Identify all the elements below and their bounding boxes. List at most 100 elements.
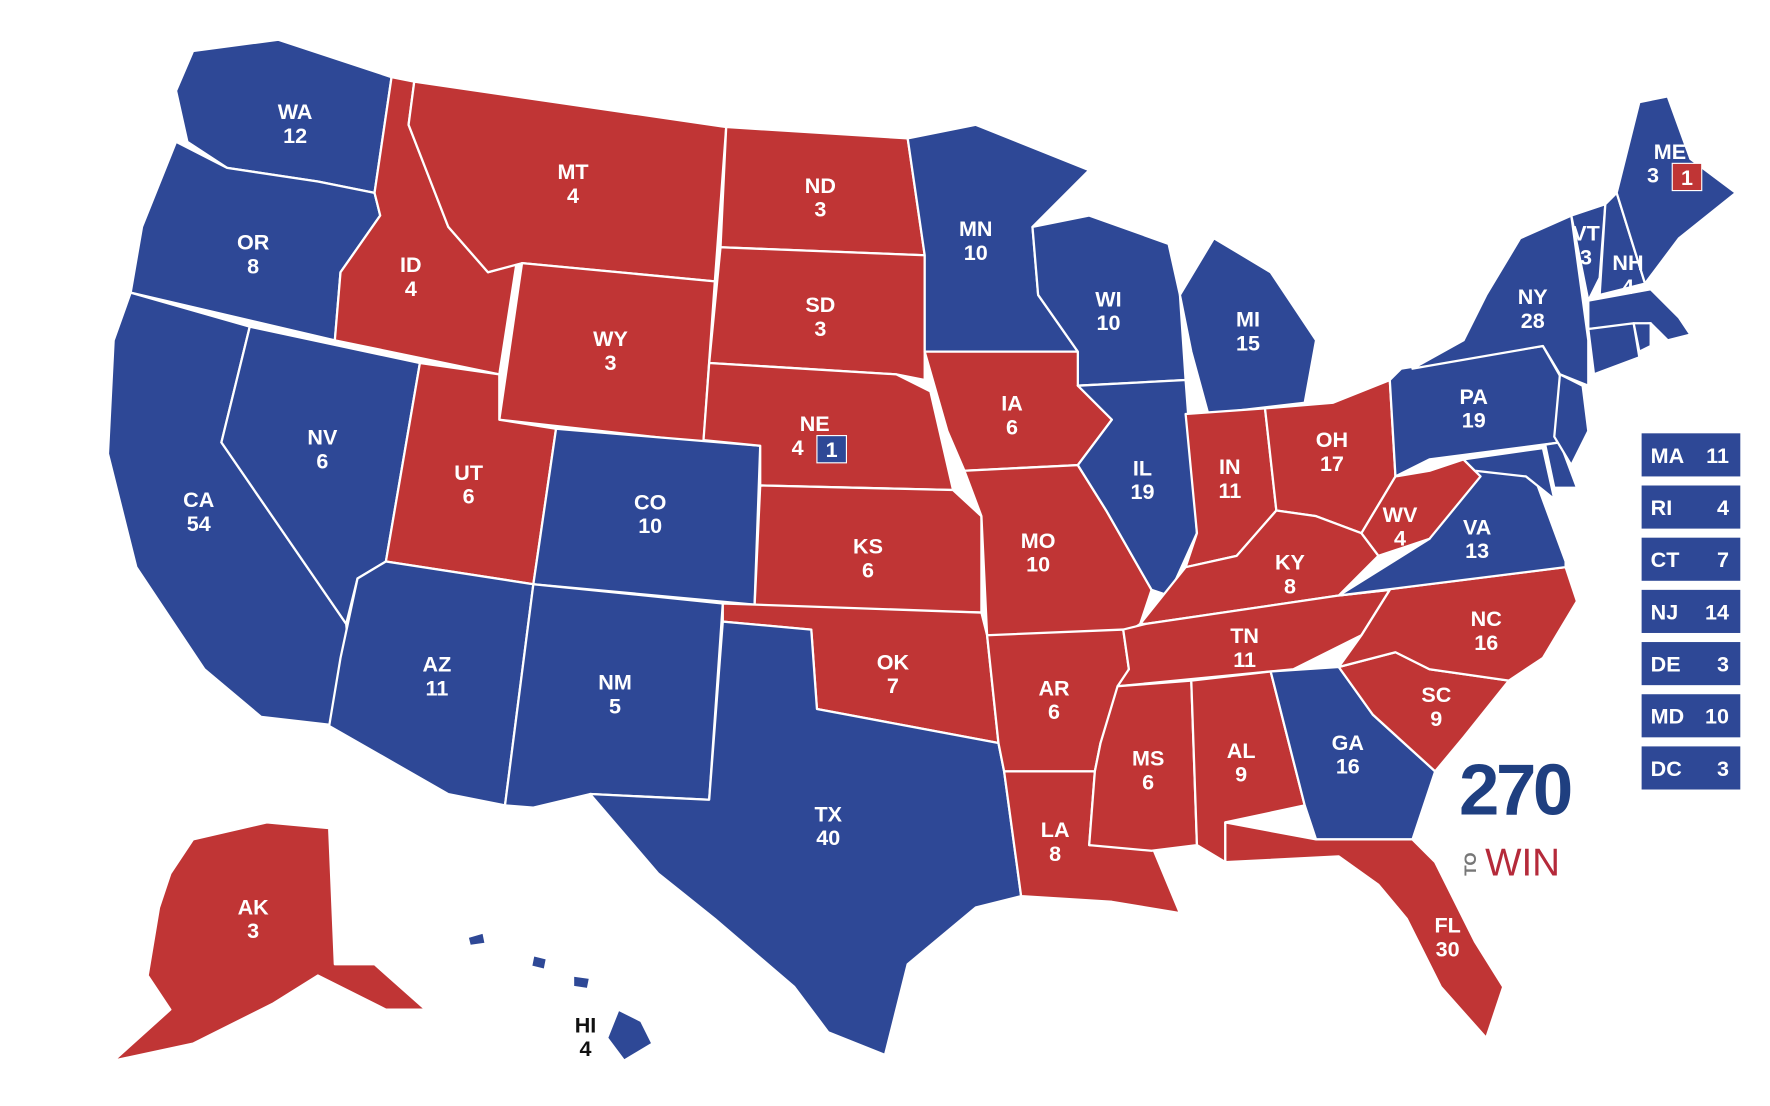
state-ks[interactable]: [753, 484, 983, 614]
state-votes-il: 19: [1131, 479, 1155, 504]
logo-270towin: 270 TO WIN: [1459, 749, 1574, 884]
state-votes-mn: 10: [964, 240, 988, 265]
state-label-la: LA: [1041, 817, 1070, 842]
state-label-pa: PA: [1460, 384, 1488, 409]
state-votes-nc: 16: [1474, 630, 1498, 655]
state-label-sd: SD: [805, 292, 835, 317]
box-state-label: RI: [1651, 495, 1673, 520]
states-layer: [106, 38, 1737, 1062]
state-ny[interactable]: [1411, 214, 1590, 387]
box-state-label: DC: [1651, 756, 1682, 781]
small-state-box-ri[interactable]: RI 4: [1641, 485, 1741, 529]
box-background: [1641, 485, 1741, 529]
state-votes-wy: 3: [604, 350, 616, 375]
state-votes-hi: 4: [580, 1036, 592, 1061]
state-nj[interactable]: [1553, 373, 1590, 467]
state-hi-part[interactable]: [529, 953, 549, 972]
state-label-nm: NM: [598, 670, 632, 695]
state-votes-fl: 30: [1436, 936, 1460, 961]
state-label-ms: MS: [1132, 746, 1164, 771]
state-ak[interactable]: [112, 821, 427, 1062]
state-sd[interactable]: [708, 246, 926, 382]
state-label-ok: OK: [877, 649, 910, 674]
state-label-ia: IA: [1001, 391, 1023, 416]
state-ct[interactable]: [1587, 322, 1641, 376]
small-state-box-dc[interactable]: DC 3: [1641, 746, 1741, 790]
small-state-box-md[interactable]: MD 10: [1641, 694, 1741, 738]
state-votes-wa: 12: [283, 123, 307, 148]
state-hi-part[interactable]: [571, 974, 592, 991]
state-label-me: ME: [1654, 139, 1686, 164]
state-label-ky: KY: [1275, 549, 1306, 574]
state-votes-al: 9: [1235, 762, 1247, 787]
state-votes-ia: 6: [1006, 414, 1018, 439]
small-state-box-ct[interactable]: CT 7: [1641, 537, 1741, 581]
state-ri[interactable]: [1632, 322, 1652, 353]
logo-number: 270: [1459, 749, 1571, 830]
state-md[interactable]: [1462, 446, 1556, 501]
state-fl[interactable]: [1224, 821, 1505, 1040]
state-label-mo: MO: [1021, 528, 1056, 553]
state-label-mt: MT: [557, 159, 588, 184]
state-tx[interactable]: [588, 620, 1023, 1057]
state-label-or: OR: [237, 230, 270, 255]
state-votes-la: 8: [1049, 841, 1061, 866]
state-votes-nm: 5: [609, 694, 621, 719]
small-state-box-nj[interactable]: NJ 14: [1641, 589, 1741, 633]
state-votes-ne: 4: [792, 435, 804, 460]
state-votes-tn: 11: [1233, 647, 1256, 672]
small-state-box-ma[interactable]: MA 11: [1641, 433, 1741, 477]
logo-to: TO: [1461, 852, 1480, 875]
state-votes-mi: 15: [1236, 331, 1260, 356]
box-background: [1641, 746, 1741, 790]
state-mi[interactable]: [1178, 237, 1318, 416]
state-votes-or: 8: [247, 253, 259, 278]
state-votes-mt: 4: [567, 183, 579, 208]
state-hi[interactable]: [605, 1008, 654, 1062]
state-label-va: VA: [1463, 514, 1491, 539]
state-label-co: CO: [634, 489, 666, 514]
state-label-wi: WI: [1095, 286, 1121, 311]
state-label-az: AZ: [423, 652, 452, 677]
state-votes-ks: 6: [862, 557, 874, 582]
state-votes-sc: 9: [1430, 706, 1442, 731]
state-votes-ms: 6: [1142, 770, 1154, 795]
state-votes-vt: 3: [1580, 244, 1592, 269]
state-az[interactable]: [328, 560, 535, 807]
small-state-box-de[interactable]: DE 3: [1641, 642, 1741, 686]
box-state-label: NJ: [1651, 599, 1679, 624]
state-label-mi: MI: [1236, 307, 1260, 332]
state-nc[interactable]: [1337, 566, 1579, 682]
state-votes-co: 10: [638, 513, 662, 538]
state-votes-nd: 3: [814, 197, 826, 222]
state-label-ny: NY: [1518, 284, 1549, 309]
district-split-box-ne[interactable]: [816, 435, 847, 464]
state-votes-mo: 10: [1026, 552, 1050, 577]
state-label-mn: MN: [959, 216, 993, 241]
state-votes-ca: 54: [187, 511, 211, 536]
box-state-votes: 11: [1706, 443, 1729, 468]
box-state-votes: 7: [1717, 547, 1729, 572]
state-votes-az: 11: [426, 675, 449, 700]
small-state-boxes: MA 11 RI 4 CT 7 NJ 14 DE 3 MD 10 DC 3: [1641, 433, 1741, 790]
state-votes-ky: 8: [1284, 573, 1296, 598]
box-background: [1641, 589, 1741, 633]
state-label-ne: NE: [800, 411, 830, 436]
box-state-label: MD: [1651, 704, 1685, 729]
box-state-votes: 10: [1705, 704, 1729, 729]
state-votes-nh: 4: [1622, 274, 1634, 299]
state-label-wa: WA: [278, 99, 313, 124]
state-votes-ga: 16: [1336, 754, 1360, 779]
district-split-box-me[interactable]: [1671, 162, 1703, 192]
box-state-label: MA: [1651, 443, 1685, 468]
state-hi-part[interactable]: [466, 931, 487, 948]
state-votes-id: 4: [405, 276, 417, 301]
state-votes-ak: 3: [247, 918, 259, 943]
state-votes-wv: 4: [1394, 526, 1406, 551]
state-label-in: IN: [1219, 454, 1241, 479]
state-label-tn: TN: [1230, 623, 1259, 648]
state-label-ak: AK: [238, 894, 270, 919]
state-de[interactable]: [1544, 441, 1579, 489]
